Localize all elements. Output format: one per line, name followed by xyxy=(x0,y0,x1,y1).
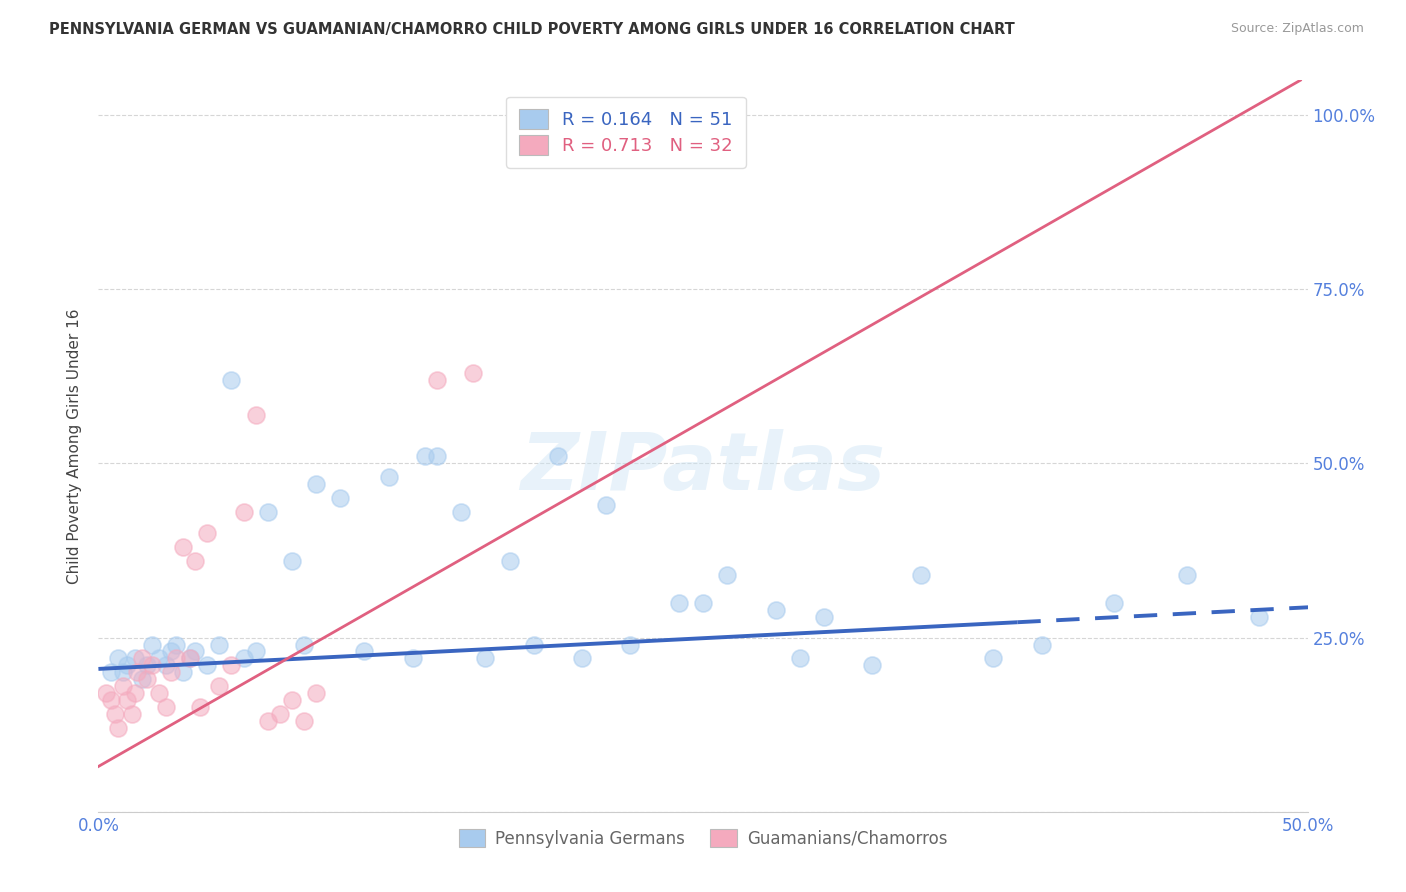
Text: PENNSYLVANIA GERMAN VS GUAMANIAN/CHAMORRO CHILD POVERTY AMONG GIRLS UNDER 16 COR: PENNSYLVANIA GERMAN VS GUAMANIAN/CHAMORR… xyxy=(49,22,1015,37)
Point xyxy=(179,651,201,665)
Legend: Pennsylvania Germans, Guamanians/Chamorros: Pennsylvania Germans, Guamanians/Chamorr… xyxy=(451,822,955,855)
Point xyxy=(353,644,375,658)
Point xyxy=(141,658,163,673)
Y-axis label: Child Poverty Among Girls Under 16: Child Poverty Among Girls Under 16 xyxy=(67,309,83,583)
Point xyxy=(135,673,157,687)
Point xyxy=(100,665,122,680)
Point xyxy=(692,596,714,610)
Point xyxy=(245,408,267,422)
Point xyxy=(1102,596,1125,610)
Point xyxy=(789,651,811,665)
Point xyxy=(450,505,472,519)
Point xyxy=(547,450,569,464)
Point xyxy=(148,651,170,665)
Text: Source: ZipAtlas.com: Source: ZipAtlas.com xyxy=(1230,22,1364,36)
Point xyxy=(179,651,201,665)
Point xyxy=(668,596,690,610)
Point xyxy=(377,470,399,484)
Point xyxy=(160,665,183,680)
Point xyxy=(124,686,146,700)
Point xyxy=(595,498,617,512)
Point xyxy=(523,638,546,652)
Point xyxy=(107,721,129,735)
Point xyxy=(195,526,218,541)
Point xyxy=(208,638,231,652)
Point xyxy=(1031,638,1053,652)
Point xyxy=(256,505,278,519)
Point xyxy=(245,644,267,658)
Point xyxy=(165,651,187,665)
Point xyxy=(1175,567,1198,582)
Point xyxy=(148,686,170,700)
Point xyxy=(463,366,485,380)
Point xyxy=(127,665,149,680)
Point xyxy=(232,505,254,519)
Point xyxy=(104,707,127,722)
Point xyxy=(155,658,177,673)
Point xyxy=(121,707,143,722)
Point xyxy=(184,554,207,568)
Point xyxy=(155,700,177,714)
Point xyxy=(402,651,425,665)
Point xyxy=(571,651,593,665)
Point xyxy=(619,638,641,652)
Point xyxy=(107,651,129,665)
Point xyxy=(111,665,134,680)
Point xyxy=(910,567,932,582)
Point xyxy=(117,658,139,673)
Point xyxy=(135,658,157,673)
Point xyxy=(172,540,194,554)
Point xyxy=(292,714,315,728)
Point xyxy=(813,609,835,624)
Point xyxy=(131,651,153,665)
Point xyxy=(111,679,134,693)
Point xyxy=(329,491,352,506)
Point xyxy=(281,554,304,568)
Point xyxy=(100,693,122,707)
Point xyxy=(305,686,328,700)
Point xyxy=(165,638,187,652)
Point xyxy=(131,673,153,687)
Point xyxy=(160,644,183,658)
Point xyxy=(305,477,328,491)
Point xyxy=(188,700,211,714)
Point xyxy=(208,679,231,693)
Point xyxy=(221,658,243,673)
Point xyxy=(221,373,243,387)
Point xyxy=(981,651,1004,665)
Point xyxy=(292,638,315,652)
Point xyxy=(269,707,291,722)
Point xyxy=(765,603,787,617)
Point xyxy=(474,651,496,665)
Point xyxy=(195,658,218,673)
Point xyxy=(426,450,449,464)
Point xyxy=(232,651,254,665)
Text: ZIPatlas: ZIPatlas xyxy=(520,429,886,507)
Point xyxy=(716,567,738,582)
Point xyxy=(184,644,207,658)
Point xyxy=(141,638,163,652)
Point xyxy=(281,693,304,707)
Point xyxy=(498,554,520,568)
Point xyxy=(256,714,278,728)
Point xyxy=(413,450,436,464)
Point xyxy=(1249,609,1271,624)
Point xyxy=(426,373,449,387)
Point xyxy=(860,658,883,673)
Point xyxy=(94,686,117,700)
Point xyxy=(124,651,146,665)
Point xyxy=(117,693,139,707)
Point xyxy=(172,665,194,680)
